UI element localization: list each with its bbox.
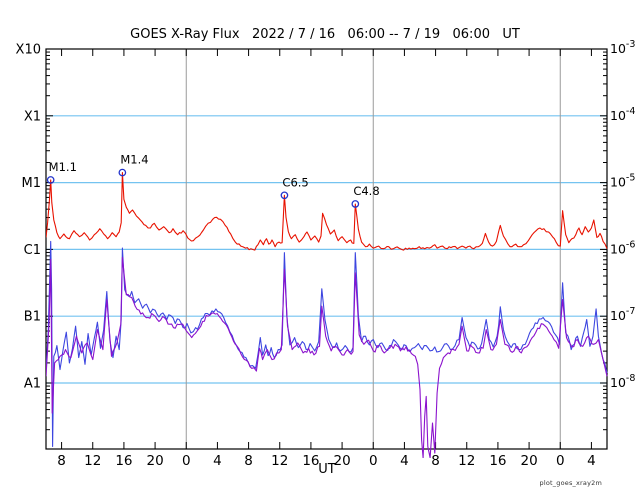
series-path-long <box>46 172 608 251</box>
y-axis-right-label: 10-6 <box>610 239 635 256</box>
plot-script-label: plot_goes_xray2m <box>539 479 602 487</box>
x-tick-label: 12 <box>84 453 101 469</box>
x-tick-label: 0 <box>556 453 565 469</box>
flare-marker <box>46 176 55 184</box>
x-tick-label: 8 <box>431 453 440 469</box>
x-tick-label: 8 <box>244 453 253 469</box>
x-tick-label: 16 <box>115 453 132 469</box>
y-axis-left-label: C1 <box>24 243 41 258</box>
x-tick-label: 16 <box>302 453 319 469</box>
x-tick-label: 12 <box>271 453 288 469</box>
series-group <box>46 172 608 458</box>
y-axis-right-label: 10-5 <box>610 173 635 190</box>
y-axis-left-label: X1 <box>24 109 41 124</box>
y-axis-left-label: X10 <box>16 43 41 58</box>
x-tick-label: 4 <box>587 453 596 469</box>
flare-label: M1.4 <box>120 153 148 167</box>
y-axis-right-label: 10-8 <box>610 373 635 390</box>
x-tick-label: 20 <box>333 453 350 469</box>
y-axis-left-label: B1 <box>24 310 41 325</box>
flare-label: C4.8 <box>353 184 379 198</box>
series-path-short-secondary <box>46 256 608 458</box>
y-axis-right-label: 10-7 <box>610 306 635 323</box>
x-tick-label: 12 <box>458 453 475 469</box>
flare-marker <box>280 191 289 200</box>
flare-marker <box>118 168 127 177</box>
y-axis-left-label: M1 <box>22 176 42 191</box>
x-tick-label: 0 <box>369 453 378 469</box>
y-axis-left-label: A1 <box>24 377 41 392</box>
chart-title: GOES X-Ray Flux 2022 / 7 / 16 06:00 -- 7… <box>130 27 520 42</box>
x-tick-label: 4 <box>213 453 222 469</box>
series-path-short <box>46 240 608 448</box>
x-tick-label: 20 <box>520 453 537 469</box>
flare-marker <box>351 200 360 208</box>
y-axis-right-label: 10-3 <box>610 39 635 56</box>
x-tick-label: 20 <box>146 453 163 469</box>
flare-label: C6.5 <box>282 175 308 189</box>
flare-label: M1.1 <box>49 160 77 174</box>
y-axis-right-label: 10-4 <box>610 106 635 123</box>
x-axis-title: UT <box>318 462 336 477</box>
x-tick-label: 4 <box>400 453 409 469</box>
x-tick-label: 16 <box>489 453 506 469</box>
x-tick-label: 0 <box>182 453 191 469</box>
x-tick-label: 8 <box>57 453 66 469</box>
